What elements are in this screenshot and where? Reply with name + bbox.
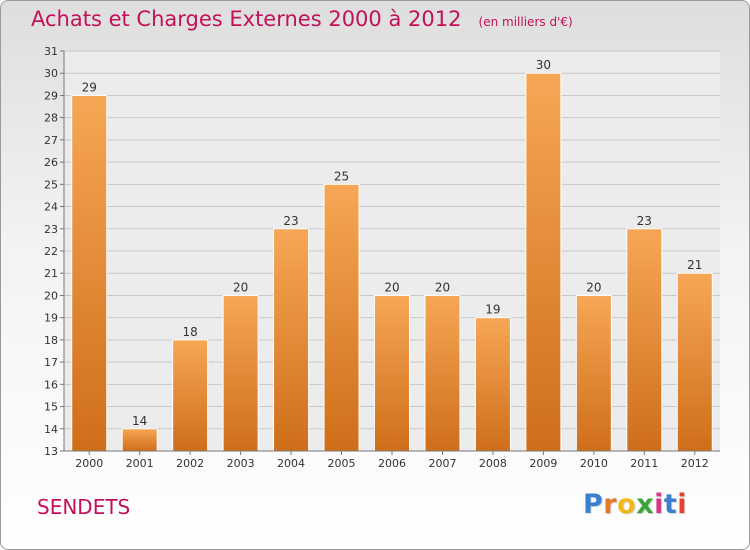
- y-tick-label: 19: [44, 312, 58, 325]
- x-tick-label: 2003: [227, 457, 255, 470]
- commune-name: SENDETS: [37, 495, 131, 519]
- x-tick-label: 2009: [529, 457, 557, 470]
- y-tick-label: 15: [44, 401, 58, 414]
- data-label: 23: [283, 214, 298, 228]
- y-tick-label: 28: [44, 112, 58, 125]
- bar: [525, 72, 562, 452]
- y-tick-label: 14: [44, 423, 58, 436]
- logo-letter: r: [603, 489, 618, 520]
- bar: [474, 317, 511, 452]
- y-tick-label: 26: [44, 156, 58, 169]
- y-tick-label: 20: [44, 289, 58, 302]
- bar: [121, 428, 158, 452]
- logo-letter: P: [583, 489, 604, 520]
- data-label: 25: [334, 169, 349, 183]
- bar: [374, 294, 410, 452]
- x-tick-label: 2001: [126, 457, 154, 470]
- data-label: 20: [435, 280, 450, 294]
- chart-title-text: Achats et Charges Externes 2000 à 2012: [31, 7, 462, 31]
- data-label: 20: [233, 280, 248, 294]
- y-tick-label: 23: [44, 223, 58, 236]
- bar: [575, 294, 612, 452]
- chart-unit-label: (en milliers d'€): [478, 15, 573, 29]
- x-tick-label: 2012: [681, 457, 709, 470]
- bar: [424, 294, 461, 452]
- x-tick-label: 2005: [328, 457, 356, 470]
- x-axis-tick-labels: 2000 2001 2002 2003 2004 2005 2006 2007 2008 2009…: [75, 451, 709, 470]
- chart-title: Achats et Charges Externes 2000 à 2012 (…: [31, 7, 573, 31]
- y-tick-label: 17: [44, 356, 58, 369]
- x-tick-label: 2011: [630, 457, 658, 470]
- bars: [71, 72, 713, 452]
- y-tick-label: 29: [44, 89, 58, 102]
- x-tick-label: 2000: [75, 457, 103, 470]
- y-tick-label: 27: [44, 134, 58, 147]
- data-label: 21: [687, 258, 702, 272]
- bar: [626, 228, 663, 452]
- y-tick-label: 22: [44, 245, 58, 258]
- x-tick-label: 2006: [378, 457, 406, 470]
- data-label: 30: [536, 58, 551, 72]
- x-tick-label: 2004: [277, 457, 305, 470]
- y-tick-label: 24: [44, 201, 58, 214]
- bar: [172, 339, 209, 452]
- bar: [273, 228, 310, 452]
- x-tick-label: 2010: [580, 457, 608, 470]
- logo-letter: o: [617, 489, 637, 520]
- logo-letter: i: [677, 489, 688, 520]
- x-tick-label: 2008: [479, 457, 507, 470]
- data-label: 29: [82, 80, 97, 94]
- y-tick-label: 31: [44, 45, 58, 58]
- data-labels: 29 14 18 20 23 25 20 20 19 30 20 23 21: [82, 58, 703, 428]
- y-tick-label: 30: [44, 67, 58, 80]
- y-tick-label: 16: [44, 378, 58, 391]
- data-label: 14: [132, 414, 147, 428]
- logo-letter: i: [654, 489, 664, 520]
- bar: [71, 94, 108, 452]
- logo-letter: t: [663, 489, 678, 520]
- data-label: 20: [586, 280, 601, 294]
- bar: [676, 272, 713, 452]
- data-label: 18: [183, 325, 198, 339]
- x-tick-label: 2002: [176, 457, 204, 470]
- data-label: 19: [485, 303, 500, 317]
- y-tick-label: 25: [44, 178, 58, 191]
- data-label: 23: [637, 214, 652, 228]
- y-tick-label: 18: [44, 334, 58, 347]
- logo-letter: x: [636, 489, 655, 520]
- bar: [222, 294, 259, 452]
- data-label: 20: [384, 280, 399, 294]
- bar: [323, 183, 360, 452]
- x-tick-label: 2007: [428, 457, 456, 470]
- y-tick-label: 13: [44, 445, 58, 458]
- y-axis-tick-labels: 13 14 15 16 17 18 19 20 21 22 23 24 25 26 27 28 29 30 31: [44, 45, 58, 458]
- y-tick-label: 21: [44, 267, 58, 280]
- proxiti-logo[interactable]: Proxiti: [583, 489, 687, 520]
